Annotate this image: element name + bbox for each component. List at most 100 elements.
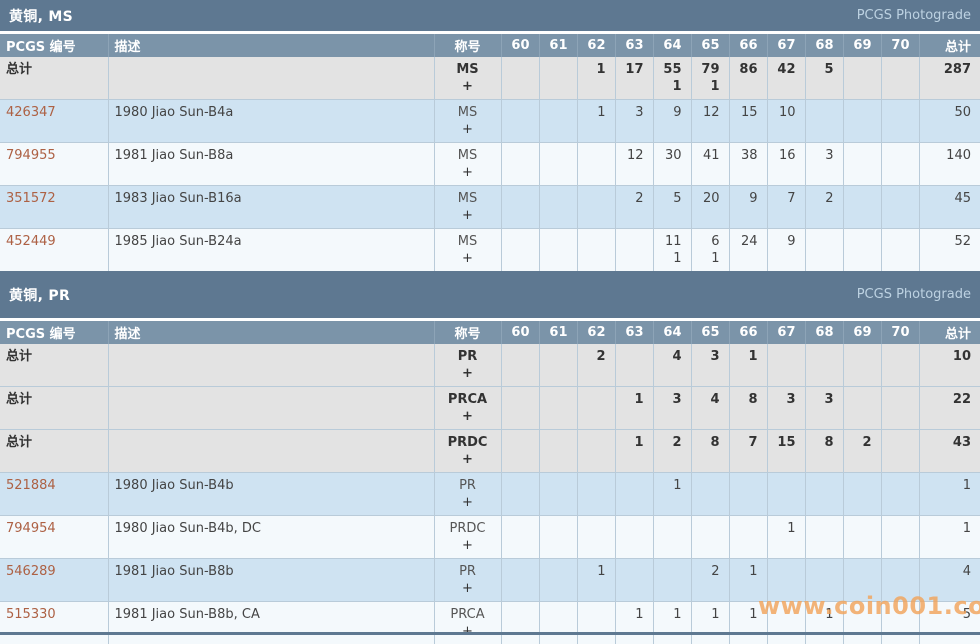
grade-count-cell: 24 <box>729 229 767 272</box>
coin-description-cell: 1985 Jiao Sun-B24a <box>108 229 434 272</box>
grade-count-cell: 10 <box>767 100 805 143</box>
grade-count-cell: 1 <box>729 602 767 644</box>
grade-count-cell <box>539 344 577 387</box>
grade-count-cell <box>805 559 843 602</box>
grade-count-cell: 2 <box>843 430 881 473</box>
coin-description-cell <box>108 387 434 430</box>
col-header-grade-68: 68 <box>805 34 843 57</box>
photograde-link[interactable]: PCGS Photograde <box>857 8 971 23</box>
grade-count-cell: 2 <box>805 186 843 229</box>
pcgs-number-link[interactable]: 426347 <box>6 105 56 120</box>
pcgs-number-cell: 794954 <box>0 516 108 559</box>
grade-count-cell <box>881 229 919 272</box>
grade-count-cell: 1 <box>653 473 691 516</box>
pcgs-number-cell: 452449 <box>0 229 108 272</box>
grade-count-cell <box>501 344 539 387</box>
grade-count-cell <box>501 430 539 473</box>
grade-count-cell: 1 <box>729 559 767 602</box>
grade-count-cell: 1 <box>653 602 691 644</box>
pcgs-number-cell: 515330 <box>0 602 108 644</box>
grade-count-cell: 7 <box>767 186 805 229</box>
pcgs-number-link[interactable]: 452449 <box>6 234 56 249</box>
col-header-grade-66: 66 <box>729 321 767 344</box>
pcgs-number-link[interactable]: 546289 <box>6 564 56 579</box>
grade-count-cell: 41 <box>691 143 729 186</box>
pcgs-number-link[interactable]: 351572 <box>6 191 56 206</box>
col-header-grade-66: 66 <box>729 34 767 57</box>
col-header-grade-68: 68 <box>805 321 843 344</box>
coin-description-cell: 1983 Jiao Sun-B16a <box>108 186 434 229</box>
grade-count-cell <box>539 57 577 100</box>
grade-count-cell: 3 <box>691 344 729 387</box>
pcgs-number-cell: 794955 <box>0 143 108 186</box>
grade-count-cell <box>615 559 653 602</box>
grade-count-cell <box>615 473 653 516</box>
row-total-cell: 1 <box>919 473 980 516</box>
total-row-label: 总计 <box>6 392 32 407</box>
grade-count-cell: 1 <box>805 602 843 644</box>
grade-count-cell <box>501 143 539 186</box>
col-header-grade-61: 61 <box>539 321 577 344</box>
grade-count-cell <box>539 229 577 272</box>
grade-count-cell <box>881 57 919 100</box>
coin-description-cell <box>108 430 434 473</box>
grade-count-cell <box>881 516 919 559</box>
grade-count-cell <box>539 473 577 516</box>
pcgs-number-link[interactable]: 521884 <box>6 478 56 493</box>
grade-count-cell: 1 <box>615 602 653 644</box>
grade-count-cell <box>767 559 805 602</box>
grade-count-cell <box>881 186 919 229</box>
grade-count-cell <box>691 516 729 559</box>
col-header-pcgs-number: PCGS 编号 <box>0 34 108 57</box>
grade-count-cell <box>539 602 577 644</box>
designation-cell: PR+ <box>434 559 501 602</box>
designation-cell: PR+ <box>434 473 501 516</box>
grade-count-cell <box>805 100 843 143</box>
grade-count-cell <box>729 516 767 559</box>
col-header-designation: 称号 <box>434 34 501 57</box>
grade-count-cell: 8 <box>805 430 843 473</box>
coin-description-cell <box>108 344 434 387</box>
grade-count-cell <box>501 229 539 272</box>
row-total-cell: 5 <box>919 602 980 644</box>
grade-count-cell <box>843 229 881 272</box>
grade-count-cell <box>577 430 615 473</box>
pcgs-number-link[interactable]: 794954 <box>6 521 56 536</box>
col-header-designation: 称号 <box>434 321 501 344</box>
grade-count-cell <box>539 143 577 186</box>
grade-count-cell: 17 <box>615 57 653 100</box>
pcgs-number-cell: 521884 <box>0 473 108 516</box>
grade-count-cell <box>539 387 577 430</box>
grade-count-cell: 15 <box>767 430 805 473</box>
pcgs-number-link[interactable]: 515330 <box>6 607 56 622</box>
grade-count-cell: 3 <box>767 387 805 430</box>
grade-count-cell <box>539 516 577 559</box>
row-total-cell: 50 <box>919 100 980 143</box>
grade-count-cell: 1 <box>767 516 805 559</box>
coin-description-cell: 1980 Jiao Sun-B4a <box>108 100 434 143</box>
col-header-grade-65: 65 <box>691 34 729 57</box>
grade-count-cell: 12 <box>615 143 653 186</box>
grade-count-cell <box>577 473 615 516</box>
grade-count-cell <box>805 516 843 559</box>
pcgs-number-link[interactable]: 794955 <box>6 148 56 163</box>
grade-count-cell <box>539 430 577 473</box>
row-total-cell: 4 <box>919 559 980 602</box>
pcgs-number-cell: 总计 <box>0 57 108 100</box>
grade-count-cell: 3 <box>615 100 653 143</box>
row-total-cell: 10 <box>919 344 980 387</box>
designation-cell: PRDC+ <box>434 430 501 473</box>
grade-count-cell <box>615 344 653 387</box>
photograde-link[interactable]: PCGS Photograde <box>857 287 971 302</box>
grade-count-cell <box>881 344 919 387</box>
grade-count-cell <box>881 100 919 143</box>
designation-cell: MS+ <box>434 186 501 229</box>
col-header-grade-60: 60 <box>501 321 539 344</box>
